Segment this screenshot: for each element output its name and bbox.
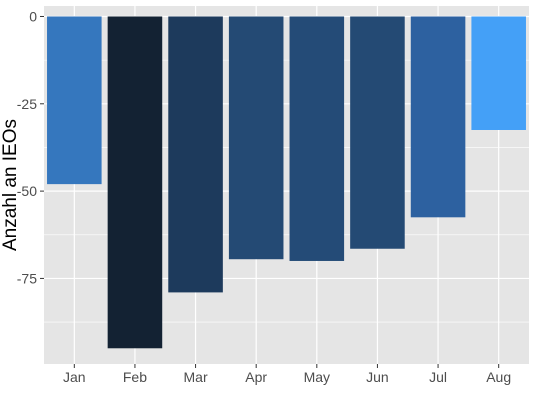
y-tick-label: -75 — [17, 270, 37, 286]
x-tick-label: Aug — [486, 369, 511, 385]
y-tick-label: -25 — [17, 96, 37, 112]
bar-may — [289, 16, 345, 261]
y-axis-ticks: 0 -25 -50 -75 — [17, 8, 44, 286]
bar-jun — [350, 16, 405, 249]
x-tick-label: Mar — [184, 369, 208, 385]
x-tick-label: Jun — [366, 369, 389, 385]
y-tick-label: -50 — [17, 183, 37, 199]
x-tick-label: Jan — [63, 369, 86, 385]
y-axis-title: Anzahl an IEOs — [0, 119, 21, 251]
bar-jan — [47, 16, 102, 185]
x-tick-label: Apr — [245, 369, 267, 385]
bar-aug — [471, 16, 526, 130]
bar-jul — [410, 16, 466, 218]
bars — [47, 16, 526, 349]
y-tick-label: 0 — [29, 8, 37, 24]
bar-mar — [168, 16, 223, 293]
bar-apr — [228, 16, 284, 260]
x-axis-ticks: Jan Feb Mar Apr May Jun Jul Aug — [63, 364, 511, 385]
bar-feb — [107, 16, 163, 349]
x-tick-label: Jul — [429, 369, 447, 385]
x-tick-label: Feb — [123, 369, 147, 385]
x-tick-label: May — [304, 369, 330, 385]
